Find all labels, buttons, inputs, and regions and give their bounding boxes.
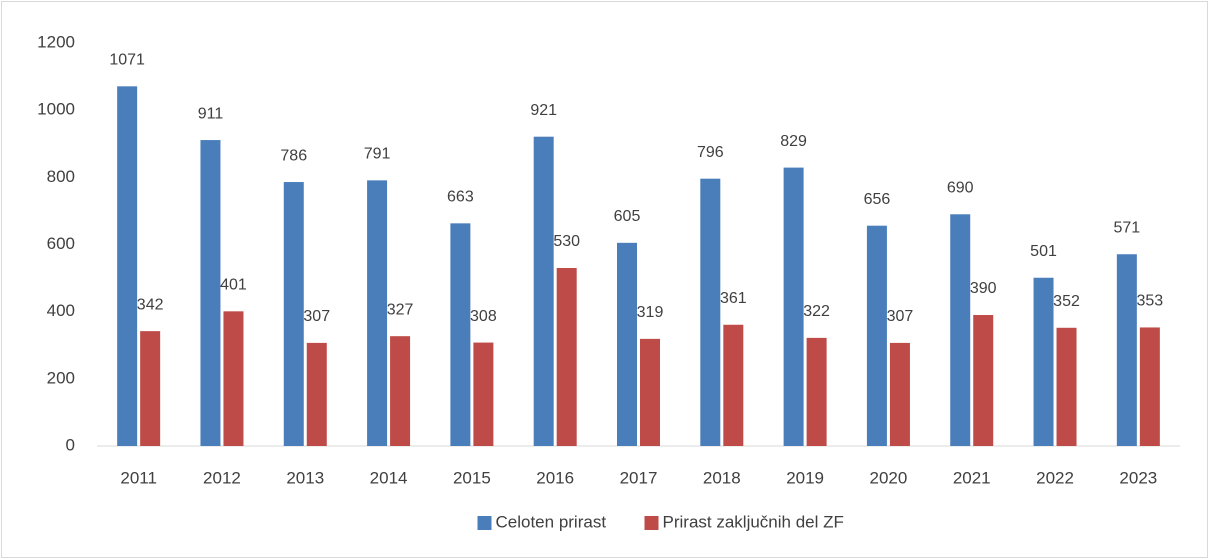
data-label: 571 — [1113, 219, 1140, 236]
x-tick-label: 2014 — [370, 468, 408, 487]
bar — [450, 223, 471, 446]
bar — [1139, 327, 1160, 446]
bar — [473, 342, 494, 446]
x-tick-label: 2016 — [536, 468, 574, 487]
y-tick-label: 1000 — [37, 100, 75, 119]
bar — [200, 140, 221, 446]
bar — [533, 136, 554, 446]
bar — [1056, 327, 1077, 446]
bar — [1033, 277, 1054, 446]
y-tick-label: 800 — [47, 167, 75, 186]
data-label: 796 — [697, 144, 724, 161]
data-label: 327 — [387, 301, 414, 318]
bar — [723, 324, 744, 446]
bar — [700, 178, 721, 446]
x-tick-label: 2020 — [870, 468, 908, 487]
bar — [950, 214, 971, 446]
x-tick-label: 2013 — [286, 468, 324, 487]
data-label: 605 — [614, 208, 641, 225]
x-tick-label: 2012 — [203, 468, 241, 487]
x-tick-label: 2019 — [786, 468, 824, 487]
bar — [973, 315, 994, 446]
legend-swatch — [477, 516, 492, 530]
data-label: 911 — [198, 105, 224, 122]
x-tick-label: 2023 — [1119, 468, 1157, 487]
bar — [390, 336, 411, 446]
bar — [556, 268, 577, 446]
data-label: 791 — [364, 146, 391, 163]
bar — [1116, 254, 1137, 446]
y-tick-label: 600 — [47, 234, 75, 253]
bar — [306, 342, 327, 446]
data-label: 322 — [803, 303, 830, 320]
data-label: 307 — [887, 308, 914, 325]
data-label: 1071 — [109, 52, 145, 69]
x-tick-label: 2022 — [1036, 468, 1074, 487]
bar — [640, 338, 660, 446]
y-tick-label: 0 — [66, 435, 75, 454]
data-label: 656 — [864, 191, 891, 208]
bar — [283, 182, 304, 446]
data-label: 829 — [780, 133, 807, 150]
data-label: 786 — [280, 147, 307, 164]
data-label: 342 — [137, 296, 164, 313]
bar — [367, 180, 388, 446]
legend-label: Celoten prirast — [496, 512, 607, 531]
data-label: 390 — [970, 280, 997, 297]
x-tick-label: 2021 — [953, 468, 991, 487]
bar — [117, 86, 138, 446]
bar — [889, 342, 910, 446]
data-label: 921 — [530, 102, 557, 119]
legend-label: Prirast zaključnih del ZF — [663, 512, 844, 531]
x-tick-label: 2018 — [703, 468, 741, 487]
data-label: 353 — [1136, 293, 1163, 310]
y-tick-label: 1200 — [37, 32, 75, 51]
data-label: 352 — [1053, 293, 1080, 310]
x-tick-label: 2015 — [453, 468, 491, 487]
y-tick-label: 200 — [47, 368, 75, 387]
data-label: 361 — [720, 290, 747, 307]
x-tick-label: 2011 — [120, 468, 157, 487]
bar — [806, 337, 827, 446]
bar — [866, 225, 887, 446]
data-label: 690 — [947, 179, 974, 196]
data-label: 307 — [303, 308, 330, 325]
bar — [140, 331, 161, 446]
data-label: 401 — [220, 277, 247, 294]
legend-swatch — [644, 516, 659, 530]
x-tick-label: 2017 — [620, 468, 658, 487]
bar — [783, 167, 804, 446]
bar — [223, 311, 244, 446]
bar — [617, 242, 637, 446]
data-label: 663 — [447, 189, 474, 206]
data-label: 319 — [637, 304, 664, 321]
data-label: 530 — [553, 233, 580, 250]
y-tick-label: 400 — [47, 301, 75, 320]
data-label: 501 — [1030, 243, 1057, 260]
data-label: 308 — [470, 308, 497, 325]
